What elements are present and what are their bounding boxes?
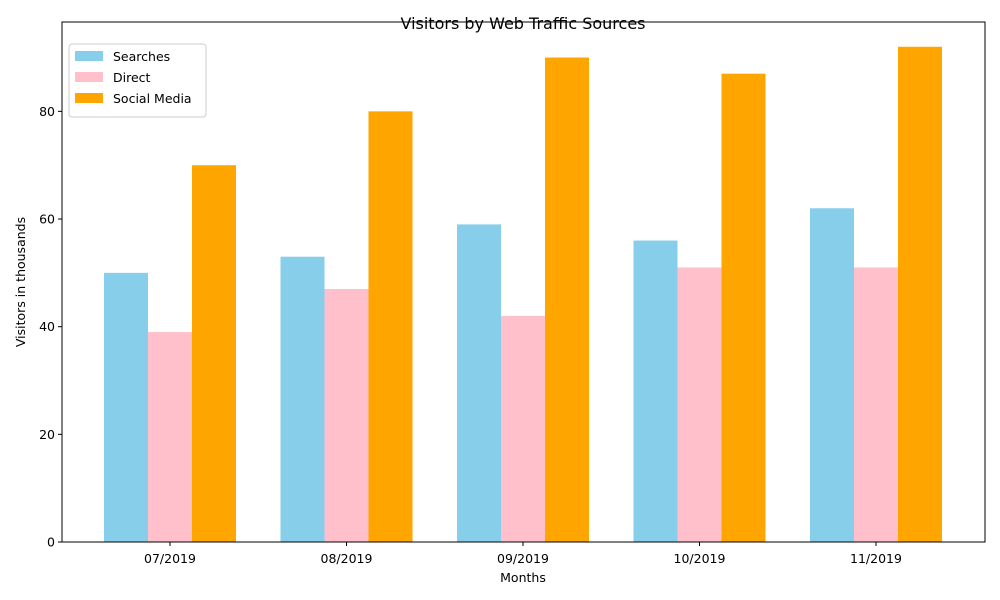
legend-swatch-searches: [75, 51, 103, 61]
x-tick-label: 09/2019: [497, 551, 549, 566]
legend-swatch-direct: [75, 72, 103, 82]
plot-area: 07/2019 08/2019 09/2019 10/2019 11/2019 0 20 40…: [39, 46, 942, 566]
bar-searches: [280, 256, 325, 542]
plot-frame: [61, 21, 986, 543]
bar-searches: [457, 224, 501, 542]
x-tick-label: 08/2019: [321, 551, 373, 566]
legend-label-social-media: Social Media: [113, 91, 192, 106]
x-tick-label: 07/2019: [144, 551, 196, 566]
bar-social-media: [545, 57, 589, 542]
bar-direct: [501, 315, 545, 542]
bar-direct: [854, 267, 898, 542]
y-axis-label: Visitors in thousands: [13, 217, 28, 347]
y-tick-label: 20: [39, 427, 55, 442]
y-tick-label: 0: [47, 535, 55, 550]
y-tick-label: 60: [39, 212, 55, 227]
legend-box: [68, 43, 207, 118]
chart-title: Visitors by Web Traffic Sources: [400, 14, 645, 33]
bar-searches: [633, 240, 678, 542]
legend-swatch-social-media: [75, 93, 103, 103]
bar-direct: [148, 332, 192, 542]
bar-direct: [677, 267, 722, 542]
bar-direct: [324, 288, 369, 542]
bar-searches: [810, 208, 854, 542]
bar-social-media: [192, 165, 236, 542]
x-tick-label: 11/2019: [850, 551, 902, 566]
y-tick-label: 80: [39, 104, 55, 119]
legend-label-direct: Direct: [113, 70, 151, 85]
legend-label-searches: Searches: [113, 49, 170, 64]
legend: Searches Direct Social Media: [68, 43, 207, 118]
bar-social-media: [898, 46, 942, 543]
x-axis-label: Months: [500, 570, 546, 585]
x-tick-label: 10/2019: [674, 551, 726, 566]
bar-social-media: [721, 73, 766, 543]
y-tick-label: 40: [39, 319, 55, 334]
bar-searches: [104, 272, 148, 542]
bar-social-media: [368, 111, 413, 542]
